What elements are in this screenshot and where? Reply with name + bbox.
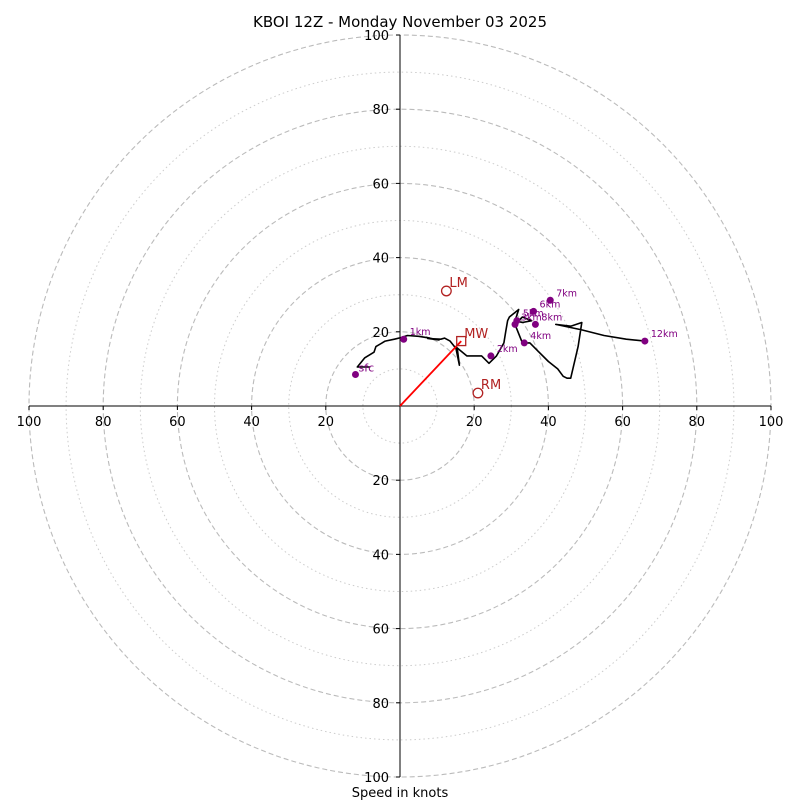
mean-wind-label: MW bbox=[464, 327, 488, 342]
tick-label-x-right-60: 60 bbox=[614, 415, 631, 430]
left-mover-label: LM bbox=[449, 276, 467, 291]
tick-label-y-bottom-100: 100 bbox=[364, 771, 389, 786]
tick-label-y-top-60: 60 bbox=[372, 177, 389, 192]
chart-title: KBOI 12Z - Monday November 03 2025 bbox=[253, 13, 547, 31]
tick-label-y-top-20: 20 bbox=[372, 326, 389, 341]
height-label-2km: 2km bbox=[497, 344, 518, 355]
height-marker-4km bbox=[520, 339, 528, 347]
height-label-7km: 7km bbox=[556, 288, 577, 299]
tick-label-y-top-80: 80 bbox=[372, 103, 389, 118]
tick-label-y-bottom-60: 60 bbox=[372, 623, 389, 638]
height-label-sfc: sfc bbox=[358, 361, 374, 374]
height-label-1km: 1km bbox=[410, 327, 431, 338]
height-marker-2km bbox=[487, 352, 495, 360]
height-label-3km: 3km bbox=[521, 312, 542, 323]
height-marker-12km bbox=[641, 337, 649, 345]
height-markers: sfc1km2km3km4km5km6km7km8km12km bbox=[351, 288, 678, 378]
x-axis-label: Speed in knots bbox=[352, 786, 449, 800]
height-marker-sfc bbox=[351, 370, 359, 378]
tick-label-x-right-20: 20 bbox=[466, 415, 483, 430]
height-label-12km: 12km bbox=[651, 329, 678, 340]
tick-label-y-bottom-40: 40 bbox=[372, 548, 389, 563]
height-marker-1km bbox=[400, 335, 408, 343]
left-mover-marker bbox=[440, 285, 452, 297]
tick-label-x-right-40: 40 bbox=[540, 415, 557, 430]
tick-label-x-left-40: 40 bbox=[243, 415, 260, 430]
tick-label-y-top-100: 100 bbox=[364, 29, 389, 44]
height-marker-6km bbox=[530, 307, 538, 315]
tick-label-y-bottom-80: 80 bbox=[372, 697, 389, 712]
tick-label-y-bottom-20: 20 bbox=[372, 474, 389, 489]
tick-label-x-left-60: 60 bbox=[169, 415, 186, 430]
hodograph-line bbox=[356, 308, 645, 380]
right-mover-marker bbox=[472, 387, 484, 399]
height-label-8km: 8km bbox=[541, 312, 562, 323]
mean-wind-vector bbox=[399, 340, 462, 407]
height-label-4km: 4km bbox=[530, 331, 551, 342]
tick-label-x-left-100: 100 bbox=[17, 415, 42, 430]
storm-motion-markers: MW LM RM bbox=[440, 276, 501, 399]
height-marker-8km bbox=[531, 320, 539, 328]
tick-label-x-right-80: 80 bbox=[689, 415, 706, 430]
storm-vector bbox=[399, 340, 462, 407]
right-mover-label: RM bbox=[481, 378, 501, 393]
height-label-6km: 6km bbox=[540, 299, 561, 310]
tick-label-x-right-100: 100 bbox=[759, 415, 784, 430]
height-marker-7km bbox=[546, 296, 554, 304]
tick-labels: 20 20 20 20 40 40 40 40 60 60 60 60 80 80 80 80 100 100 10… bbox=[17, 29, 784, 786]
tick-label-y-top-40: 40 bbox=[372, 252, 389, 267]
height-marker-5km bbox=[513, 317, 521, 325]
hodograph-trace bbox=[356, 308, 645, 380]
mean-wind-marker bbox=[456, 335, 467, 347]
tick-label-x-left-80: 80 bbox=[95, 415, 112, 430]
tick-label-x-left-20: 20 bbox=[318, 415, 335, 430]
